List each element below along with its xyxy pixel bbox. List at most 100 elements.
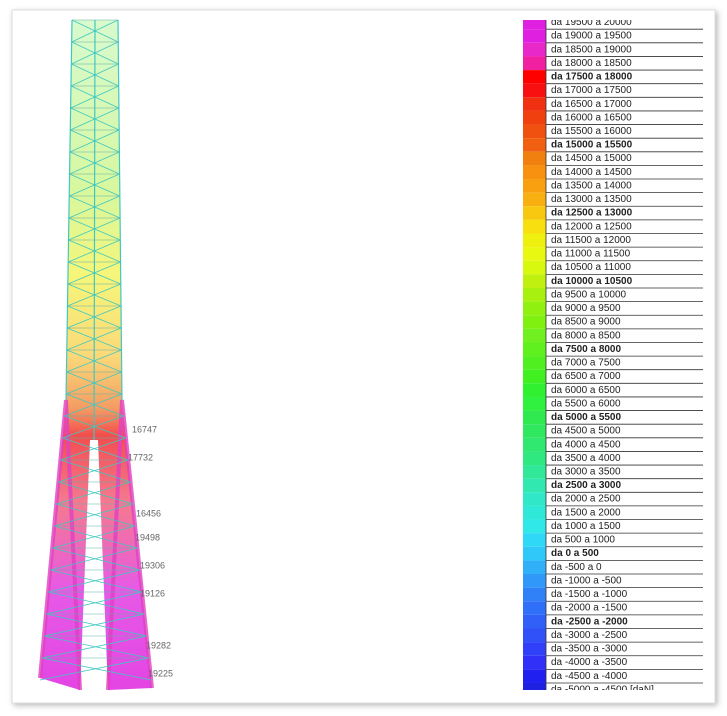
legend-label: da 12500 a 13000 [551,208,633,219]
legend-label: da 7000 a 7500 [551,358,621,369]
legend-label: da -1000 a -500 [551,575,622,586]
legend-swatch [523,165,546,180]
legend-label: da 2000 a 2500 [551,494,621,505]
legend-swatch [523,124,546,139]
lattice-member [70,63,119,87]
legend-swatch [523,628,546,643]
legend-swatch [523,29,546,43]
node-label: 19498 [135,532,160,542]
legend-swatch [523,20,546,30]
legend-swatch [523,682,546,690]
legend-label: da 17000 a 17500 [551,85,632,96]
legend-swatch [523,42,546,57]
node-label: 19282 [146,640,171,650]
node-label: 16456 [136,508,161,518]
lattice-member [67,261,121,285]
lattice-member [43,613,145,637]
lattice-member [62,415,124,439]
legend-label: da 6000 a 6500 [551,385,621,396]
legend-label: da 7500 a 8000 [551,344,621,355]
lattice-member [60,459,131,483]
legend-label: da 4000 a 4500 [551,439,621,450]
legend-swatch [523,369,546,384]
legend-swatch [523,274,546,288]
legend-swatch [523,410,546,425]
lattice-member [62,437,129,461]
legend-swatch [523,505,546,520]
legend-swatch [523,287,546,302]
lattice-member [66,349,122,373]
lattice-member [52,525,136,549]
legend-label: da -4500 a -4000 [551,671,628,682]
legend-swatch [523,519,546,534]
lattice-member [52,547,140,571]
tower-model [38,19,154,691]
legend-label: da 19500 a 20000 [551,17,632,28]
legend-label: da 17500 a 18000 [551,72,633,83]
lattice-member [48,591,145,615]
legend-label: da 10000 a 10500 [551,276,633,287]
legend-label: da 8000 a 8500 [551,330,621,341]
lattice-member [64,415,127,439]
lattice-member [48,569,140,593]
legend-label: da -2500 a -2000 [551,616,628,627]
node-label: 17732 [128,452,153,462]
legend-swatch [523,83,546,98]
lattice-member [68,239,121,263]
legend-label: da 6500 a 7000 [551,371,621,382]
lattice-member [56,503,136,527]
lattice-member [71,41,119,65]
lattice-member [58,459,129,483]
legend-swatch [523,233,546,248]
legend-swatch [523,546,546,561]
legend-swatch [523,451,546,466]
legend-swatch [523,260,546,275]
node-label: 16747 [132,424,157,434]
lattice-member [41,635,147,659]
legend-label: da 4500 a 5000 [551,426,621,437]
legend-label: da -1500 a -1000 [551,589,628,600]
legend-swatch [523,614,546,629]
node-label: 19225 [148,668,173,678]
lattice-member [69,129,120,153]
legend-swatch [523,492,546,506]
legend-swatch [523,110,546,125]
lattice-member [46,591,143,615]
legend-label: da -3000 a -2500 [551,630,628,641]
legend-label: da 2500 a 3000 [551,480,621,491]
lattice-member [67,283,121,307]
legend-label: da 15500 a 16000 [551,126,632,137]
lattice-member [44,635,149,659]
legend-label: da 10500 a 11000 [551,262,631,273]
node-label: 19126 [140,588,165,598]
legend-label: da 15000 a 15500 [551,140,633,151]
legend-swatch [523,342,546,357]
lattice-member [39,657,149,681]
lattice-member [71,19,119,43]
lattice-member [65,393,124,417]
lattice-member [66,327,122,351]
legend-label: da 12000 a 12500 [551,221,632,232]
legend-label: da 16000 a 16500 [551,112,632,123]
legend-label: da 16500 a 17000 [551,99,632,110]
lattice-member [69,151,120,175]
legend-label: da 14000 a 14500 [551,167,632,178]
legend-label: da -4000 a -3500 [551,657,628,668]
legend-swatch [523,315,546,329]
legend-swatch [523,478,546,493]
legend-label: da 19000 a 19500 [551,31,632,42]
legend-label: da 3500 a 4000 [551,453,621,464]
legend-label: da 5000 a 5500 [551,412,621,423]
legend: da 19500 a 20000 da 19000 a 19500 da 18500… [523,17,703,690]
legend-swatch [523,97,546,111]
legend-label: da -500 a 0 [551,562,602,573]
legend-swatch [523,56,546,71]
lattice-member [64,393,123,417]
legend-label: da 13000 a 13500 [551,194,632,205]
lattice-member [46,613,147,637]
legend-swatch [523,356,546,370]
legend-label: da -3500 a -3000 [551,644,628,655]
legend-label: da 1000 a 1500 [551,521,621,532]
legend-swatch [523,219,546,234]
legend-swatch [523,560,546,575]
